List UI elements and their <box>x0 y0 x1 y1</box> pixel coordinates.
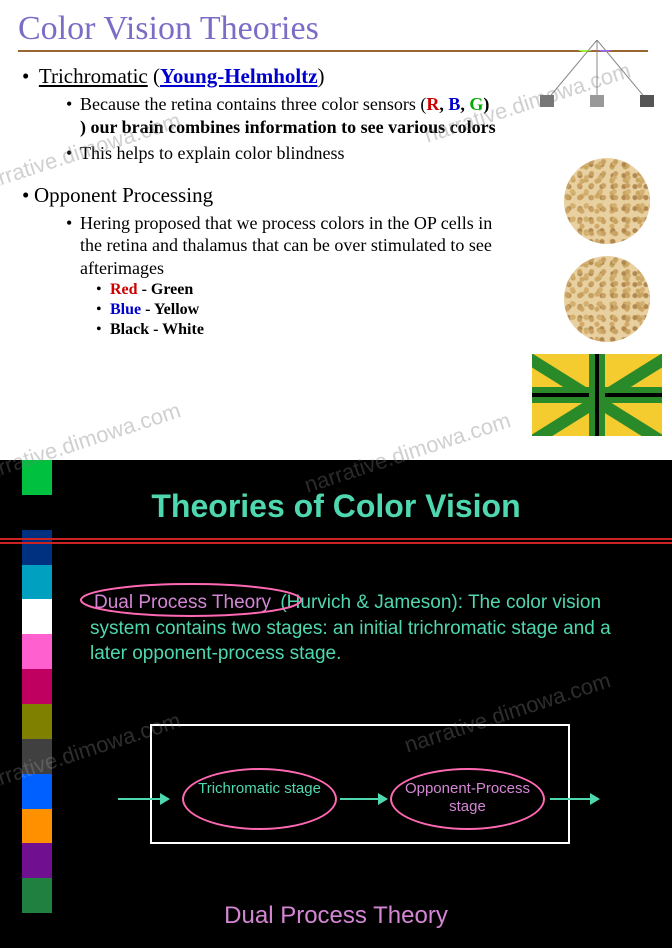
stage2-label: Opponent-Process stage <box>390 780 545 816</box>
opponent-heading: •Opponent Processing <box>22 183 654 208</box>
stage-opponent: Opponent-Process stage <box>390 768 545 830</box>
slide-top: Color Vision Theories • Trichromatic (Yo… <box>0 0 672 460</box>
stage1-label: Trichromatic stage <box>182 780 337 798</box>
arrow-in-icon <box>118 798 168 800</box>
red-rule-1 <box>0 538 672 540</box>
trich-sub-2: This helps to explain color blindness <box>66 142 496 165</box>
slide-bottom: Theories of Color Vision Dual Process Th… <box>0 460 672 948</box>
trichromatic-label: Trichromatic <box>39 64 148 88</box>
trich-sub-1: Because the retina contains three color … <box>66 93 496 138</box>
arrow-out-icon <box>550 798 598 800</box>
body-paragraph: Dual Process Theory (Hurvich & Jameson):… <box>90 590 630 667</box>
red-rule-2 <box>0 542 672 544</box>
dual-process-label: Dual Process Theory <box>90 592 275 613</box>
afterimage-flag <box>532 354 662 436</box>
flow-diagram: Trichromatic stage Opponent-Process stag… <box>130 724 590 874</box>
b-label: B <box>448 94 460 114</box>
r-label: R <box>426 94 439 114</box>
rgb-triangle-icon <box>532 40 662 110</box>
stage1-ellipse-icon <box>182 768 337 830</box>
ishihara-plate-1 <box>564 158 650 244</box>
bottom-caption: Dual Process Theory <box>0 902 672 930</box>
bottom-title: Theories of Color Vision <box>0 488 672 525</box>
young-helmholtz-link[interactable]: Young-Helmholtz <box>160 64 318 88</box>
opp-pair-3: Black - White <box>96 321 654 339</box>
g-label: G <box>469 94 483 114</box>
stage-trichromatic: Trichromatic stage <box>182 768 337 830</box>
ishihara-plate-2 <box>564 256 650 342</box>
opp-sub-1: Hering proposed that we process colors i… <box>66 212 496 280</box>
rgb-diagram <box>532 10 662 120</box>
color-strip <box>22 460 52 948</box>
arrow-mid-icon <box>340 798 386 800</box>
